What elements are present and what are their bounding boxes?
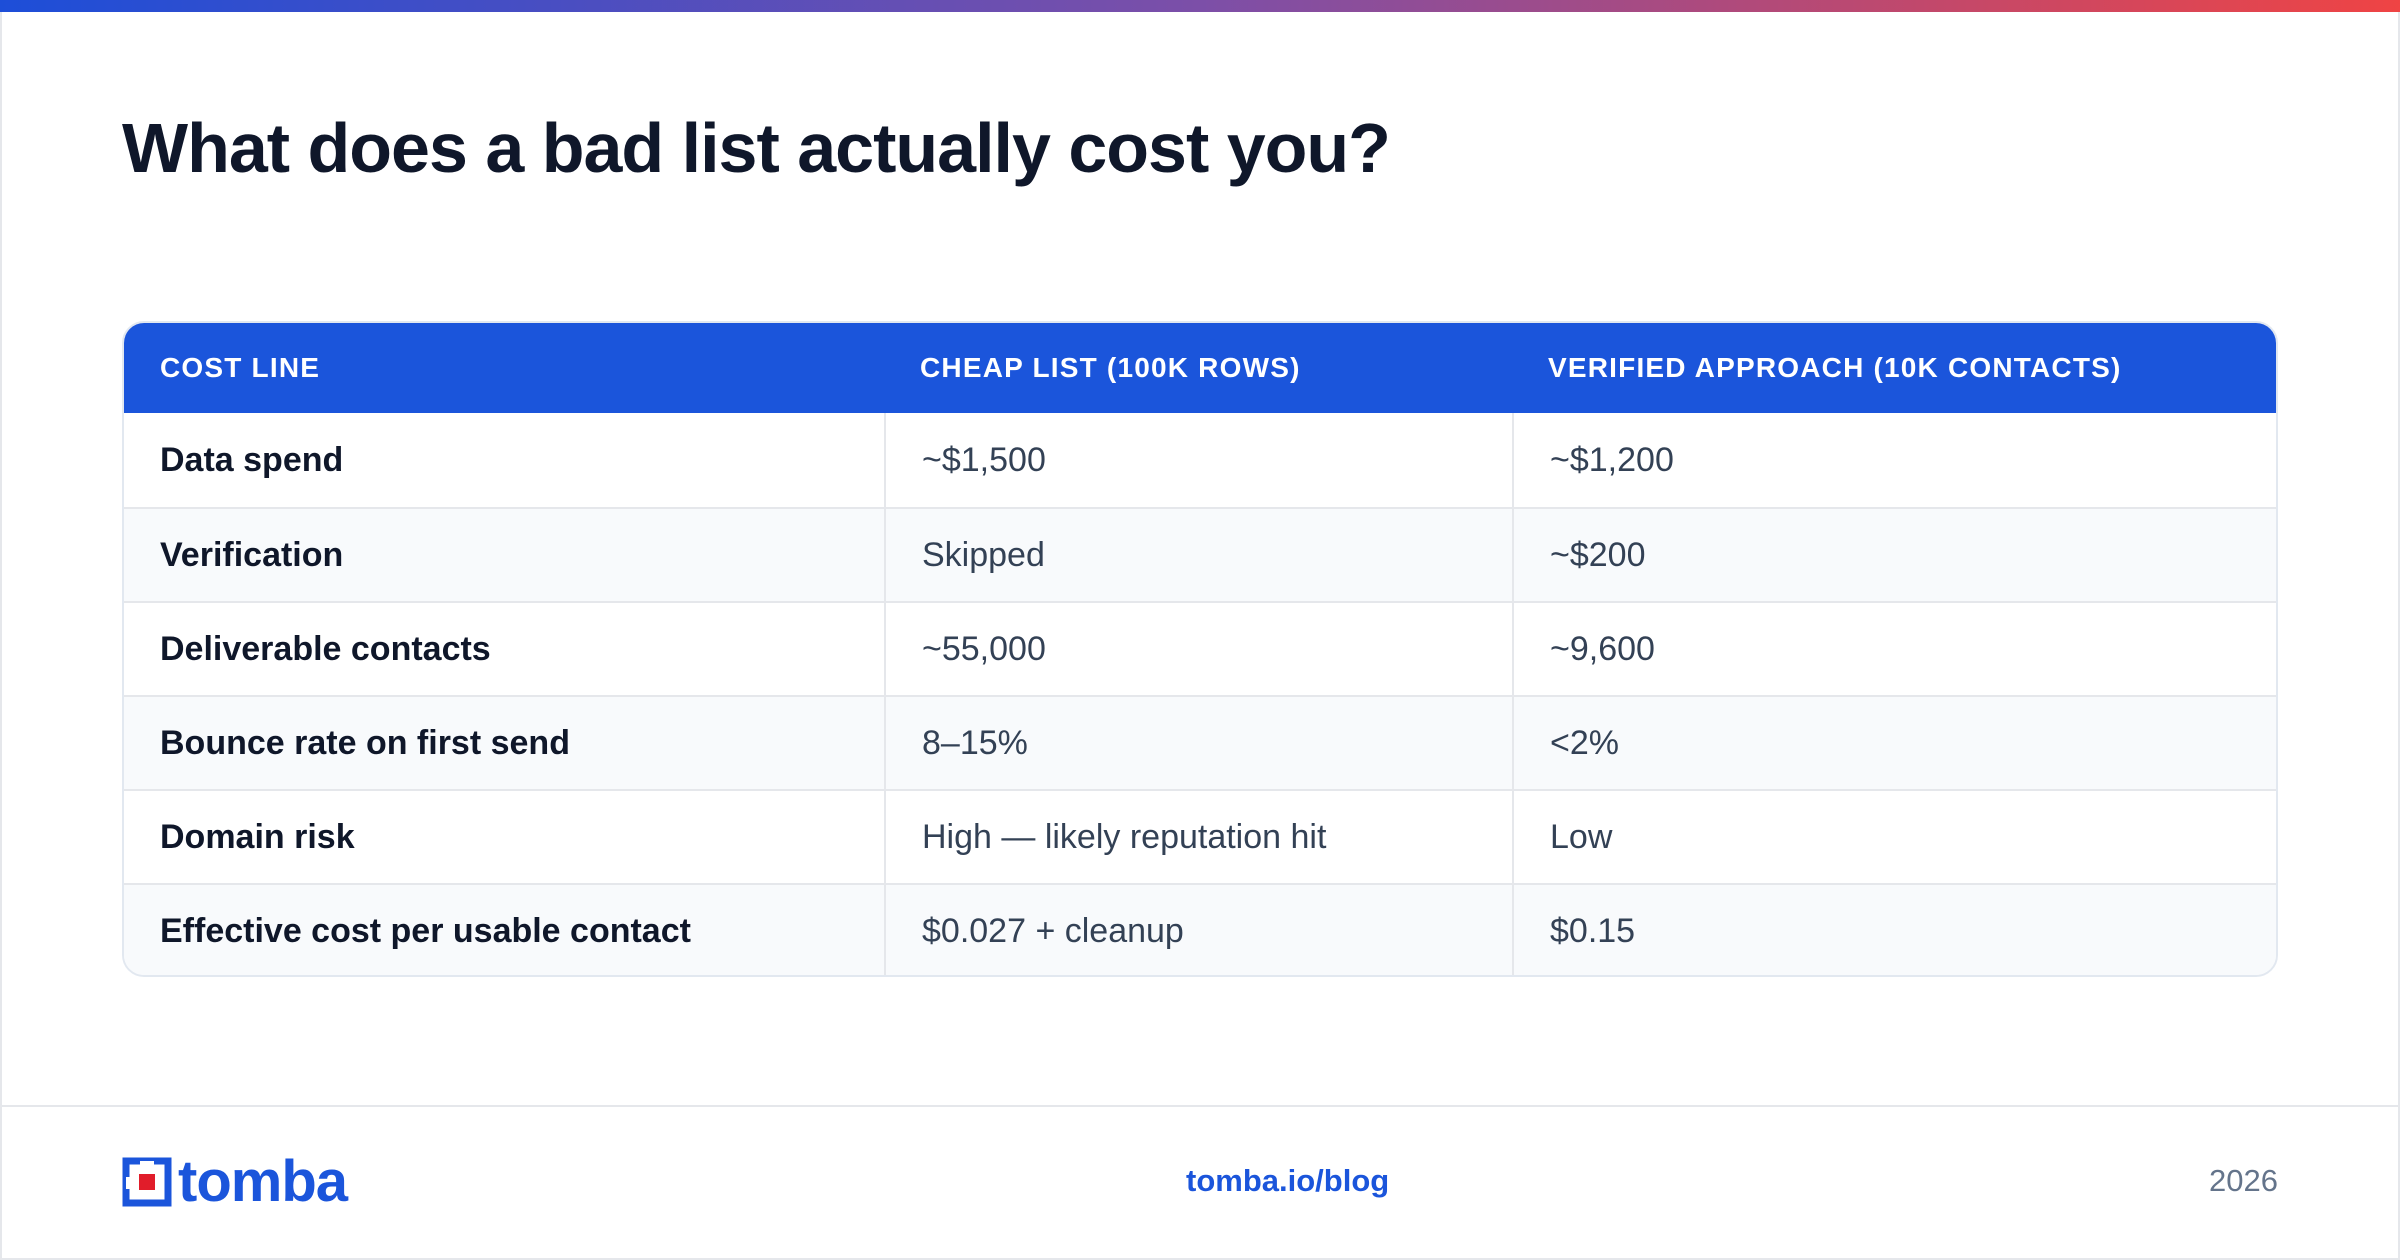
verified-value: <2% xyxy=(1512,697,2276,789)
verified-value: ~$1,200 xyxy=(1512,413,2276,507)
table-header: Cost line Cheap list (100K rows) Verifie… xyxy=(124,323,2276,413)
footer-divider xyxy=(0,1105,2400,1107)
verified-value: ~$200 xyxy=(1512,509,2276,601)
blog-link[interactable]: tomba.io/blog xyxy=(1186,1163,1390,1198)
top-gradient-bar xyxy=(0,0,2400,12)
row-label: Bounce rate on first send xyxy=(160,723,570,762)
row-label: Domain risk xyxy=(160,817,355,856)
page-title: What does a bad list actually cost you? xyxy=(122,109,1391,187)
cheap-list-value: High — likely reputation hit xyxy=(884,791,1512,883)
table-row: Data spend ~$1,500 ~$1,200 xyxy=(124,413,2276,507)
table-row: Verification Skipped ~$200 xyxy=(124,507,2276,601)
header-cheap-list: Cheap list (100K rows) xyxy=(920,352,1301,383)
tomba-logo[interactable]: tomba xyxy=(122,1149,348,1214)
row-label: Data spend xyxy=(160,440,344,479)
row-label: Effective cost per usable contact xyxy=(160,911,691,950)
cheap-list-value: $0.027 + cleanup xyxy=(884,885,1512,975)
table-row: Effective cost per usable contact $0.027… xyxy=(124,883,2276,975)
table-body: Data spend ~$1,500 ~$1,200 Verification … xyxy=(124,413,2276,975)
cheap-list-value: ~55,000 xyxy=(884,603,1512,695)
table-row: Deliverable contacts ~55,000 ~9,600 xyxy=(124,601,2276,695)
cheap-list-value: 8–15% xyxy=(884,697,1512,789)
footer-year: 2026 xyxy=(2209,1163,2278,1198)
table-row: Domain risk High — likely reputation hit… xyxy=(124,789,2276,883)
tomba-logo-mark-icon xyxy=(122,1157,172,1207)
table-row: Bounce rate on first send 8–15% <2% xyxy=(124,695,2276,789)
cheap-list-value: Skipped xyxy=(884,509,1512,601)
header-verified-approach: Verified approach (10K contacts) xyxy=(1548,352,2122,383)
row-label: Deliverable contacts xyxy=(160,629,491,668)
verified-value: ~9,600 xyxy=(1512,603,2276,695)
cost-comparison-table: Cost line Cheap list (100K rows) Verifie… xyxy=(122,321,2278,977)
verified-value: Low xyxy=(1512,791,2276,883)
header-cost-line: Cost line xyxy=(160,352,321,383)
verified-value: $0.15 xyxy=(1512,885,2276,975)
cheap-list-value: ~$1,500 xyxy=(884,413,1512,507)
tomba-logo-text: tomba xyxy=(178,1149,348,1214)
row-label: Verification xyxy=(160,535,344,574)
